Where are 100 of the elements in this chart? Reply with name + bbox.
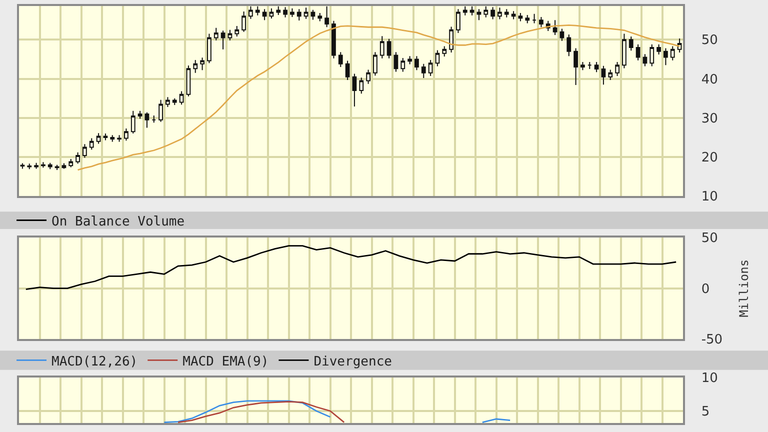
candlestick (642, 54, 648, 67)
candlestick (539, 16, 544, 28)
candlestick (48, 162, 52, 170)
y-axis-title: Millions (736, 259, 751, 318)
candlestick (511, 10, 516, 20)
candlestick (138, 110, 142, 120)
candlestick (296, 8, 302, 21)
y-tick-label: 30 (701, 111, 718, 126)
candlestick (214, 27, 218, 41)
candlestick (34, 162, 38, 170)
candlestick (110, 134, 115, 142)
candlestick (435, 50, 440, 67)
candlestick (373, 52, 378, 76)
candlestick (172, 98, 177, 106)
candlestick (193, 60, 198, 74)
candlestick (158, 99, 163, 122)
candlestick (262, 8, 267, 21)
candlestick (310, 9, 316, 20)
candlestick (587, 61, 592, 70)
candlestick (664, 48, 668, 66)
candlestick (41, 162, 46, 168)
candlestick (152, 115, 156, 124)
candlestick (345, 60, 350, 80)
candlestick (228, 29, 232, 41)
candlestick (470, 6, 474, 16)
y-tick-label: 10 (701, 371, 718, 386)
candlestick (62, 162, 66, 170)
candlestick (650, 44, 654, 67)
candlestick (200, 57, 204, 71)
candlestick (338, 52, 343, 68)
y-tick-label: 40 (701, 72, 718, 88)
candlestick (179, 90, 184, 106)
candlestick (220, 30, 226, 50)
candlestick (117, 134, 122, 142)
candlestick (366, 69, 370, 84)
candlestick (504, 8, 509, 18)
candlestick (525, 14, 530, 24)
candlestick (622, 33, 626, 69)
candlestick (490, 6, 495, 20)
candlestick (186, 64, 191, 97)
candlestick (449, 26, 454, 54)
candlestick (400, 58, 406, 72)
candlestick (359, 77, 364, 94)
candlestick (130, 110, 136, 134)
candlestick (82, 144, 87, 158)
candlestick (124, 128, 128, 142)
candlestick (242, 10, 246, 32)
legend-label: On Balance Volume (52, 214, 185, 230)
candlestick (608, 69, 613, 80)
legend-label: MACD EMA(9) (182, 354, 269, 370)
y-tick-label: -50 (701, 332, 723, 348)
line-series (25, 245, 677, 290)
candlestick (656, 44, 661, 56)
line-series (77, 24, 680, 171)
legend-label: MACD(12,26) (52, 354, 138, 370)
candlestick (574, 48, 578, 86)
candlestick (408, 56, 412, 65)
candlestick (594, 61, 599, 73)
candlestick (518, 12, 523, 22)
candlestick (394, 52, 398, 72)
candlestick (552, 20, 558, 36)
candlestick (428, 60, 433, 77)
candlestick (332, 20, 336, 59)
y-tick-label: 50 (701, 231, 718, 246)
candlestick (20, 162, 25, 170)
candlestick (255, 6, 260, 16)
candlestick (324, 6, 329, 28)
candlestick (103, 133, 108, 141)
candlestick (636, 44, 640, 61)
candlestick (476, 8, 482, 21)
candlestick (386, 38, 392, 59)
candlestick (566, 34, 572, 57)
y-tick-label: 50 (701, 33, 718, 48)
candlestick (380, 36, 384, 59)
candlestick (414, 56, 419, 71)
candlestick (670, 46, 675, 61)
candlestick (628, 36, 634, 52)
candlestick (76, 152, 80, 164)
candlestick (615, 61, 620, 77)
candlestick (68, 158, 74, 168)
line-series (177, 400, 345, 423)
candlestick (283, 6, 288, 18)
y-tick-label: 20 (701, 150, 718, 166)
candlestick (144, 112, 150, 128)
candlestick (166, 96, 170, 108)
candlestick (456, 8, 460, 34)
candlestick (421, 63, 426, 78)
candlestick (89, 138, 94, 150)
y-tick-label: 10 (701, 190, 718, 205)
candlestick (560, 28, 564, 42)
legend-label: Divergence (314, 354, 392, 370)
candlestick (352, 73, 357, 108)
candlestick (207, 33, 212, 64)
candlestick (532, 13, 536, 24)
candlestick (234, 25, 240, 38)
candlestick (96, 132, 101, 144)
y-tick-label: 0 (701, 282, 710, 297)
candlestick (27, 163, 32, 170)
candlestick (442, 46, 447, 57)
candlestick (318, 12, 322, 22)
